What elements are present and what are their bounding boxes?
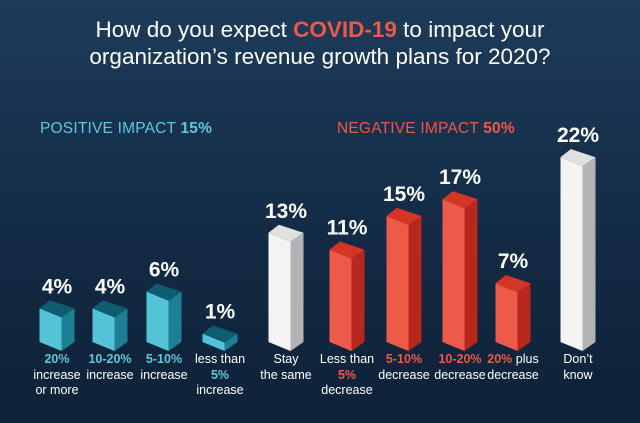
value-label-5: 13% [265,200,307,223]
value-label-1: 4% [42,275,73,298]
bar-front [39,308,62,351]
bar-front [268,232,291,351]
category-label-10: Don’t know [563,352,593,382]
bar-top [560,149,596,167]
value-label-9: 7% [498,250,529,273]
bar-side [168,291,182,351]
title-highlight: COVID-19 [293,17,397,42]
value-label-2: 4% [95,275,126,298]
value-label-6: 11% [327,217,368,240]
bar-side [61,308,75,351]
bar-top [202,325,238,343]
chart-title: How do you expect COVID-19 to impact you… [0,16,640,70]
bar-top [92,300,128,318]
category-label-3: 5-10% increase [140,352,188,382]
bar-side [224,333,238,351]
category-label-4: less than 5% increase [194,352,246,397]
bar-5 [268,224,304,351]
bar-top [146,283,182,301]
bar-side [408,216,422,351]
category-label-2: 10-20% increase [86,352,134,382]
value-label-7: 15% [383,183,425,206]
negative-impact-value: 50% [483,120,515,137]
bar-8 [442,191,478,351]
bar-6 [329,241,365,351]
bar-top [386,207,422,225]
value-label-8: 17% [439,166,481,189]
bar-top [39,300,75,318]
bar-front [386,216,409,351]
bar-top [268,224,304,242]
category-label-5: Stay the same [260,352,312,382]
bar-4 [202,325,238,351]
category-label-1: 20% increase or more [33,352,81,397]
positive-impact-label: POSITIVE IMPACT 15% [40,120,213,137]
category-label-9: 20% plus decrease [487,352,539,382]
bar-front [329,249,352,351]
bar-1 [39,300,75,351]
bar-side [351,249,365,351]
category-label-6: Less than 5% decrease [319,352,375,397]
bar-side [464,199,478,351]
bar-7 [386,207,422,351]
bar-top [442,191,478,209]
bar-side [517,283,531,351]
bar-side [114,308,128,351]
bar-3 [146,283,182,351]
category-label-7: 5-10% decrease [378,352,430,382]
bar-front [92,308,115,351]
bar-front [560,157,583,351]
title-line-1: How do you expect COVID-19 to impact you… [95,17,545,42]
bar-9 [495,275,531,351]
bar-front [202,333,225,351]
value-label-3: 6% [149,259,180,282]
title-line-2: organization’s revenue growth plans for … [89,44,551,69]
bar-front [146,291,169,351]
bar-2 [92,300,128,351]
negative-impact-label: NEGATIVE IMPACT 50% [337,120,515,137]
category-label-8: 10-20% decrease [434,352,486,382]
bar-side [582,157,596,351]
positive-impact-value: 15% [180,120,213,137]
bar-front [495,283,518,351]
bar-side [290,232,304,351]
bar-top [495,275,531,293]
bar-top [329,241,365,259]
value-label-4: 1% [205,301,236,324]
bar-front [442,199,465,351]
bar-10 [560,149,596,351]
value-label-10: 22% [557,124,599,147]
